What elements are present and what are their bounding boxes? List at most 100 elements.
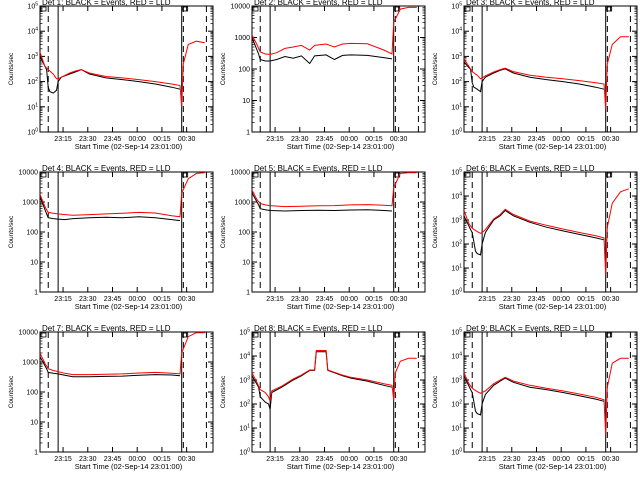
x-tick-label: 23:30 xyxy=(503,456,521,463)
y-tick-label: 100 xyxy=(238,230,250,237)
x-tick-label: 00:15 xyxy=(365,136,383,143)
x-tick-label: 00:00 xyxy=(552,136,570,143)
y-tick-label: 1000 xyxy=(22,200,38,207)
x-tick-label: 00:00 xyxy=(128,296,146,303)
y-tick-label: 103 xyxy=(239,376,250,385)
x-tick-label: 00:00 xyxy=(128,456,146,463)
y-tick-label: 100 xyxy=(451,288,462,297)
y-tick-label: 105 xyxy=(239,328,250,337)
x-tick-label: 00:00 xyxy=(340,296,358,303)
y-tick-label: 100 xyxy=(451,448,462,457)
y-tick-label: 10 xyxy=(30,420,38,427)
plot-frame xyxy=(463,5,638,133)
chart-title: Det 9: BLACK = Events, RED = LLD xyxy=(466,324,595,333)
y-tick-label: 100 xyxy=(239,448,250,457)
y-tick-label: 101 xyxy=(27,102,38,111)
corner-box xyxy=(252,6,259,12)
y-axis-label: Counts/sec xyxy=(432,375,439,408)
series-line-lld xyxy=(252,6,417,55)
y-tick-label: 104 xyxy=(239,352,250,361)
chart-panel-det-3: Det 3: BLACK = Events, RED = LLD Counts/s… xyxy=(432,0,638,151)
y-tick-label: 10 xyxy=(30,260,38,267)
x-axis-label: Start Time (02-Sep-14 23:01:00) xyxy=(287,462,395,471)
x-tick-label: 23:45 xyxy=(104,296,122,303)
corner-box xyxy=(464,6,471,12)
y-tick-label: 102 xyxy=(451,400,462,409)
x-tick-label: 00:15 xyxy=(577,456,595,463)
x-tick-label: 00:15 xyxy=(153,456,171,463)
plot-frame xyxy=(463,331,638,453)
x-tick-label: 00:15 xyxy=(577,296,595,303)
corner-box xyxy=(394,6,401,12)
x-axis-label: Start Time (02-Sep-14 23:01:00) xyxy=(75,142,183,151)
x-tick-label: 00:15 xyxy=(153,296,171,303)
x-axis-label: Start Time (02-Sep-14 23:01:00) xyxy=(75,302,183,311)
x-tick-label: 23:45 xyxy=(316,296,334,303)
x-tick-label: 00:30 xyxy=(178,456,196,463)
corner-box xyxy=(182,172,189,178)
y-tick-label: 1000 xyxy=(234,200,250,207)
series-line-lld xyxy=(252,350,417,402)
y-tick-label: 104 xyxy=(451,192,462,201)
y-tick-label: 1 xyxy=(34,290,38,297)
y-tick-label: 104 xyxy=(451,352,462,361)
chart-panel-det-1: Det 1: BLACK = Events, RED = LLD Counts/s… xyxy=(8,0,214,151)
x-axis-label: Start Time (02-Sep-14 23:01:00) xyxy=(499,302,607,311)
y-tick-label: 10 xyxy=(242,260,250,267)
chart-title: Det 7: BLACK = Events, RED = LLD xyxy=(42,324,171,333)
y-tick-label: 100 xyxy=(27,128,38,137)
y-axis-label: Counts/sec xyxy=(8,375,15,408)
chart-panel-det-9: Det 9: BLACK = Events, RED = LLD Counts/s… xyxy=(432,324,638,471)
y-axis-label: Counts/sec xyxy=(220,375,227,408)
x-tick-label: 00:30 xyxy=(602,296,620,303)
y-axis-label: Counts/sec xyxy=(432,52,439,85)
corner-box xyxy=(606,172,613,178)
y-tick-label: 1 xyxy=(34,450,38,457)
y-tick-label: 1 xyxy=(246,290,250,297)
x-axis-label: Start Time (02-Sep-14 23:01:00) xyxy=(499,462,607,471)
x-tick-label: 23:30 xyxy=(291,296,309,303)
series-line-events xyxy=(40,196,181,222)
y-tick-label: 10000 xyxy=(231,4,251,11)
x-tick-label: 23:30 xyxy=(79,136,97,143)
x-tick-label: 23:15 xyxy=(54,296,72,303)
corner-box xyxy=(606,6,613,12)
chart-title: Det 5: BLACK = Events, RED = LLD xyxy=(254,164,383,173)
x-tick-label: 23:45 xyxy=(528,296,546,303)
plot-frame xyxy=(39,171,214,293)
x-tick-label: 23:45 xyxy=(528,456,546,463)
x-tick-label: 23:45 xyxy=(528,136,546,143)
chart-panel-det-7: Det 7: BLACK = Events, RED = LLD Counts/s… xyxy=(8,324,214,471)
chart-title: Det 2: BLACK = Events, RED = LLD xyxy=(254,0,383,7)
series-line-lld xyxy=(252,172,417,208)
x-tick-label: 23:30 xyxy=(79,456,97,463)
plot-frame xyxy=(251,331,426,453)
series-line-events xyxy=(464,61,605,93)
x-tick-label: 23:15 xyxy=(266,136,284,143)
x-tick-label: 23:15 xyxy=(266,456,284,463)
y-tick-label: 10000 xyxy=(19,170,39,177)
y-tick-label: 105 xyxy=(451,168,462,177)
x-axis-label: Start Time (02-Sep-14 23:01:00) xyxy=(75,462,183,471)
y-axis-label: Counts/sec xyxy=(432,215,439,248)
y-tick-label: 100 xyxy=(26,390,38,397)
y-tick-label: 101 xyxy=(239,424,250,433)
x-tick-label: 23:15 xyxy=(54,456,72,463)
chart-panel-det-6: Det 6: BLACK = Events, RED = LLD Counts/s… xyxy=(432,164,638,311)
x-axis-label: Start Time (02-Sep-14 23:01:00) xyxy=(287,302,395,311)
corner-box xyxy=(40,172,47,178)
corner-box xyxy=(252,332,259,338)
y-tick-label: 102 xyxy=(451,77,462,86)
series-line-events xyxy=(252,37,393,65)
y-tick-label: 103 xyxy=(451,376,462,385)
plot-frame xyxy=(251,171,426,293)
x-tick-label: 00:00 xyxy=(340,136,358,143)
y-tick-label: 103 xyxy=(27,52,38,61)
y-axis-label: Counts/sec xyxy=(8,215,15,248)
x-tick-label: 00:15 xyxy=(365,296,383,303)
y-tick-label: 102 xyxy=(239,400,250,409)
y-tick-label: 105 xyxy=(27,2,38,11)
corner-box xyxy=(394,332,401,338)
x-tick-label: 00:30 xyxy=(178,296,196,303)
x-tick-label: 23:15 xyxy=(266,296,284,303)
